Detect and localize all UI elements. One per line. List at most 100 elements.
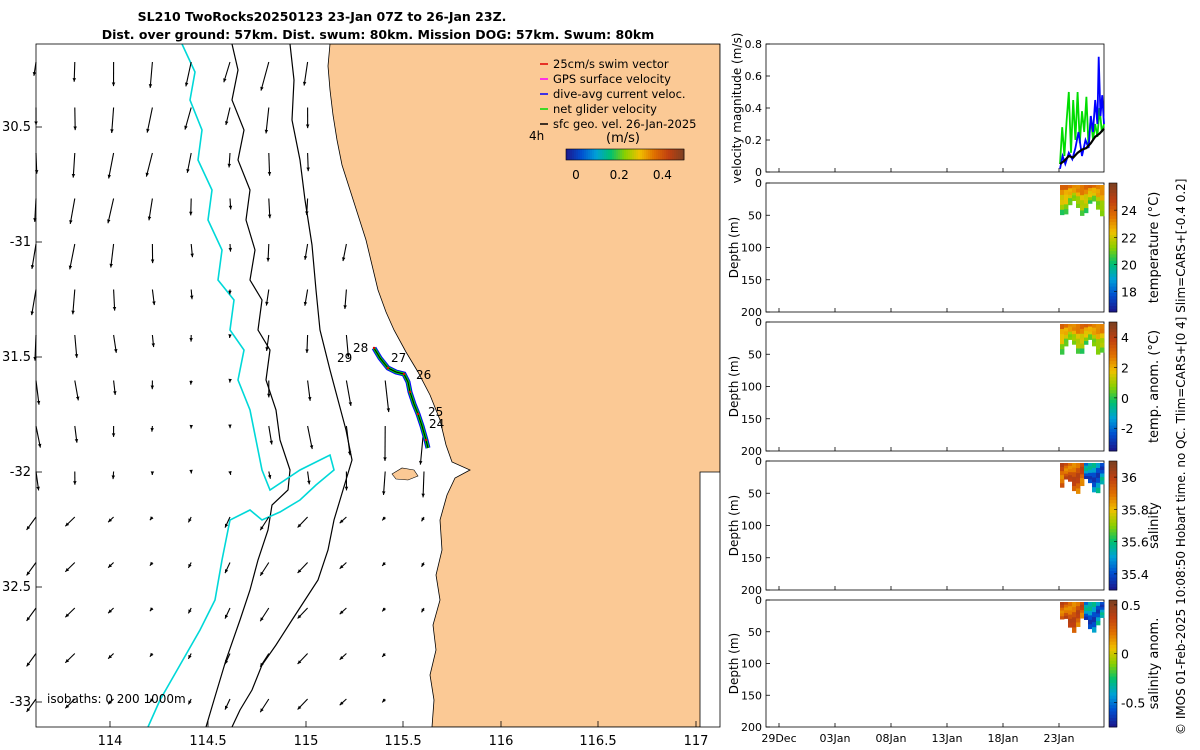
- map-xtick-label: 114: [98, 734, 123, 749]
- heatmap-cell: [1068, 466, 1073, 470]
- heatmap-cell: [1076, 473, 1081, 479]
- heatmap-cell: [1064, 327, 1069, 332]
- arrow-head: [26, 708, 31, 712]
- panel-colorbar-cell: [1109, 567, 1117, 572]
- arrow-head: [339, 655, 344, 660]
- heatmap-cell: [1068, 334, 1073, 338]
- heatmap-cell: [1068, 201, 1073, 206]
- panel-frame: [765, 182, 1105, 313]
- heatmap-cell: [1084, 473, 1089, 477]
- panel-colorbar-cell: [1109, 685, 1117, 690]
- panel-colorbar-cell: [1109, 551, 1117, 555]
- heatmap-cell: [1072, 337, 1077, 342]
- heatmap-cell: [1088, 463, 1093, 467]
- panel-frame: [765, 43, 1105, 173]
- heatmap-cell: [1084, 476, 1089, 480]
- velocity-arrow: [421, 562, 425, 568]
- velocity-arrow: [381, 516, 386, 521]
- colorbar-cell: [674, 149, 677, 160]
- colorbar-tick-label: 0: [572, 168, 580, 182]
- velocity-arrow: [189, 469, 193, 474]
- colorbar-cell: [584, 149, 587, 160]
- velocity-arrow: [26, 653, 37, 667]
- velocity-arrow: [307, 380, 312, 401]
- velocity-arrow: [421, 607, 425, 613]
- arrow-head: [107, 174, 112, 179]
- velocity-arrow: [111, 471, 116, 480]
- arrow-head: [189, 380, 193, 385]
- colorbar-cell: [652, 149, 655, 160]
- velocity-arrow: [64, 653, 76, 664]
- heatmap-cell: [1100, 347, 1105, 353]
- heatmap-cell: [1068, 331, 1073, 335]
- heatmap-cell: [1060, 471, 1065, 476]
- velocity-arrow: [30, 243, 37, 269]
- colorbar-cell: [648, 149, 651, 160]
- velocity-arrow: [69, 198, 76, 225]
- arrow-head: [108, 518, 112, 523]
- heatmap-cell: [1080, 615, 1085, 619]
- colorbar-cell: [618, 149, 621, 160]
- velocity-arrow: [383, 425, 387, 461]
- velocity-arrow: [339, 562, 347, 570]
- arrow-head: [264, 129, 269, 134]
- panel-colorbar-cell: [1109, 502, 1117, 507]
- heatmap-cell: [1064, 324, 1069, 329]
- panel-colorbar-cell: [1109, 634, 1117, 639]
- arrow-head: [65, 613, 70, 618]
- heatmap-cell: [1060, 209, 1065, 216]
- panel-colorbar-cell: [1109, 509, 1117, 513]
- panel-colorbar-cell: [1109, 711, 1117, 715]
- arrow-head: [343, 305, 347, 309]
- arrow-head: [150, 259, 155, 264]
- panel-colorbar-cell: [1109, 363, 1117, 368]
- velocity-arrow: [267, 152, 272, 176]
- panel-colorbar-cell: [1109, 586, 1117, 591]
- panel-colorbar-cell: [1109, 250, 1117, 255]
- panel-colorbar-cell: [1109, 273, 1117, 277]
- colorbar-cell: [574, 149, 577, 160]
- panel-colorbar-cell: [1109, 392, 1117, 397]
- arrow-head: [146, 128, 150, 133]
- legend-label: sfc geo. vel. 26-Jan-2025: [553, 117, 697, 131]
- panel-colorbar-cell: [1109, 215, 1117, 219]
- panel-colorbar-cell: [1109, 512, 1117, 517]
- velocity-arrow: [187, 516, 192, 523]
- heatmap-cell: [1088, 200, 1093, 204]
- heatmap-cell: [1060, 616, 1065, 620]
- arrow-shaft: [146, 107, 153, 133]
- panel-colorbar-cell: [1109, 279, 1117, 284]
- heatmap-cell: [1096, 334, 1101, 340]
- panel-colorbar-cell: [1109, 447, 1117, 452]
- heatmap-cell: [1092, 193, 1097, 197]
- heatmap-cell: [1100, 342, 1105, 348]
- arrow-head: [224, 569, 229, 574]
- heatmap-cell: [1064, 199, 1069, 205]
- panel-colorbar-cell: [1109, 673, 1117, 677]
- heatmap-cell: [1096, 609, 1101, 614]
- velocity-arrow: [225, 107, 231, 126]
- heatmap-cell: [1080, 210, 1085, 216]
- arrow-head: [348, 402, 352, 406]
- xtick-label: 08Jan: [876, 732, 907, 745]
- heatmap-cell: [1100, 466, 1105, 471]
- panel-colorbar-cell: [1109, 260, 1117, 265]
- velocity-arrow: [267, 198, 272, 219]
- panel-colorbar-cell: [1109, 638, 1117, 642]
- ytick-label: 100: [741, 658, 762, 671]
- arrow-head: [418, 460, 423, 465]
- velocity-arrow: [267, 380, 271, 398]
- ctick-label: 36: [1121, 470, 1137, 485]
- heatmap-cell: [1084, 610, 1089, 615]
- panel-colorbar-cell: [1109, 647, 1117, 652]
- arrow-head: [228, 290, 232, 295]
- heatmap-cell: [1084, 330, 1089, 335]
- heatmap-cell: [1076, 618, 1081, 623]
- heatmap-cell: [1068, 469, 1073, 473]
- heatmap-cell: [1100, 195, 1105, 201]
- velocity-arrow: [146, 107, 153, 133]
- heatmap-cell: [1084, 604, 1089, 609]
- heatmap-cell: [1092, 463, 1097, 469]
- ytick-label: 0: [755, 594, 762, 607]
- arrow-head: [184, 82, 189, 87]
